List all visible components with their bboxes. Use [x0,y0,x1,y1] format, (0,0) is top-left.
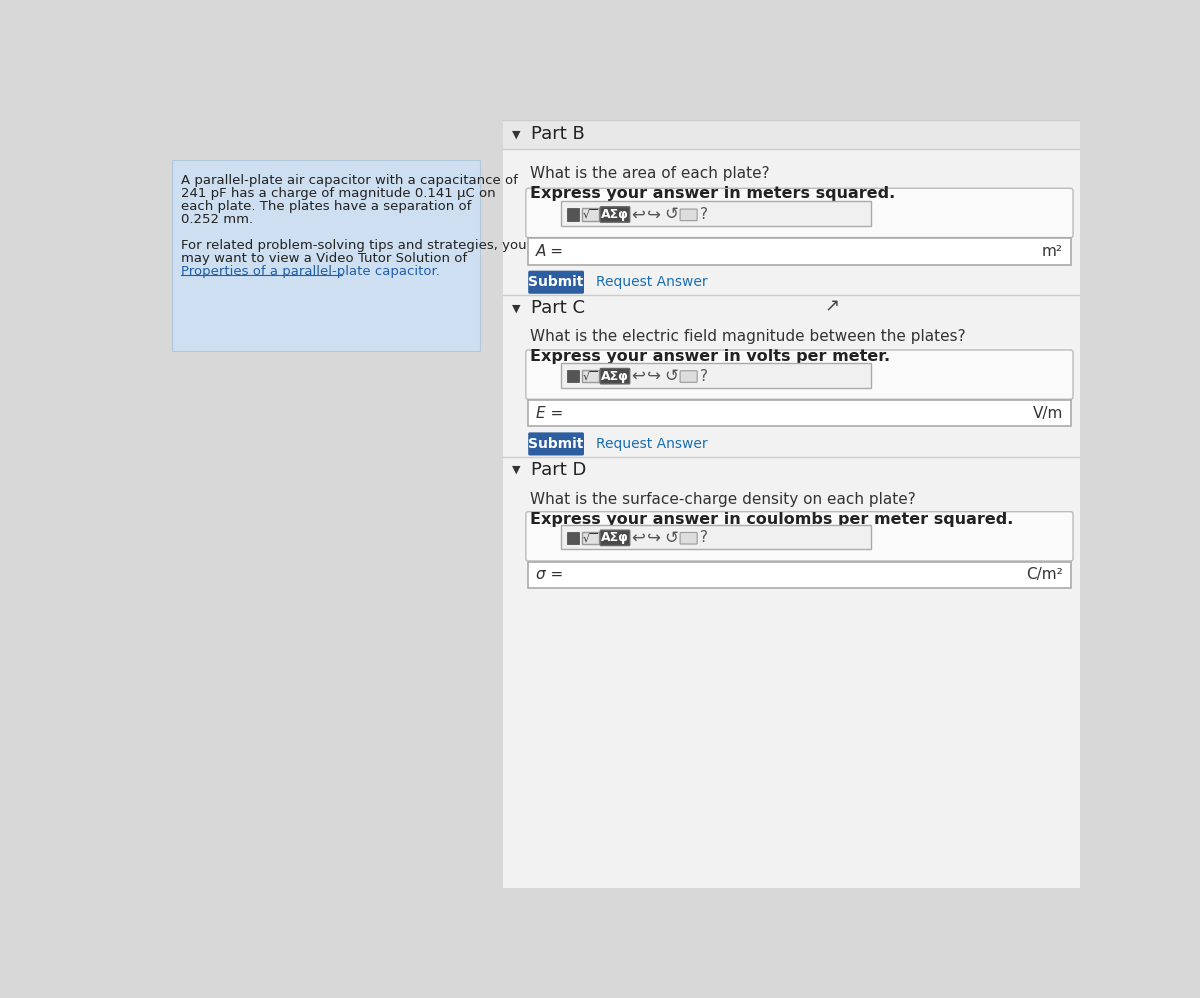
FancyBboxPatch shape [172,160,480,350]
FancyBboxPatch shape [503,120,1080,149]
Text: each plate. The plates have a separation of: each plate. The plates have a separation… [181,200,472,213]
FancyBboxPatch shape [528,432,584,455]
FancyBboxPatch shape [600,530,630,546]
Text: 0.252 mm.: 0.252 mm. [181,213,253,226]
Text: E =: E = [536,405,563,420]
FancyBboxPatch shape [560,363,871,387]
FancyBboxPatch shape [526,189,1073,238]
FancyBboxPatch shape [528,270,584,293]
FancyBboxPatch shape [600,207,630,223]
FancyBboxPatch shape [526,350,1073,399]
Text: ↺: ↺ [664,206,678,224]
Text: Express your answer in meters squared.: Express your answer in meters squared. [529,186,895,201]
Text: ?: ? [700,530,708,545]
FancyBboxPatch shape [680,209,697,221]
Text: Properties of a parallel-plate capacitor.: Properties of a parallel-plate capacitor… [181,265,440,278]
Text: Part C: Part C [532,299,586,317]
Text: AΣφ: AΣφ [601,531,629,544]
Text: ↩: ↩ [631,529,646,547]
Text: Express your answer in coulombs per meter squared.: Express your answer in coulombs per mete… [529,512,1013,527]
FancyBboxPatch shape [566,532,580,544]
Text: ↪: ↪ [647,206,661,224]
Text: What is the electric field magnitude between the plates?: What is the electric field magnitude bet… [529,329,965,344]
Text: AΣφ: AΣφ [601,369,629,382]
FancyBboxPatch shape [560,202,871,226]
Text: $\sqrt{\ }$: $\sqrt{\ }$ [582,531,598,545]
Text: ▼: ▼ [511,465,520,475]
Text: may want to view a Video Tutor Solution of: may want to view a Video Tutor Solution … [181,252,467,265]
Text: What is the area of each plate?: What is the area of each plate? [529,166,769,181]
Text: ↩: ↩ [631,206,646,224]
Text: ↺: ↺ [664,529,678,547]
Text: ↪: ↪ [647,529,661,547]
Text: $\sqrt{\ }$: $\sqrt{\ }$ [582,369,598,383]
Text: ?: ? [700,207,708,222]
FancyBboxPatch shape [528,239,1070,264]
Text: Part B: Part B [532,126,586,144]
FancyBboxPatch shape [582,209,599,221]
FancyBboxPatch shape [600,368,630,384]
FancyBboxPatch shape [680,533,697,544]
FancyBboxPatch shape [680,371,697,382]
FancyBboxPatch shape [566,209,580,221]
FancyBboxPatch shape [566,370,580,382]
Text: Request Answer: Request Answer [595,275,707,289]
Text: $\sqrt{\ }$: $\sqrt{\ }$ [582,208,598,222]
Text: AΣφ: AΣφ [601,208,629,221]
FancyBboxPatch shape [150,120,1080,888]
Text: ▼: ▼ [511,130,520,140]
Text: Part D: Part D [532,461,587,479]
FancyBboxPatch shape [582,532,599,544]
Text: ↪: ↪ [647,367,661,385]
FancyBboxPatch shape [526,512,1073,561]
Text: V/m: V/m [1032,405,1063,420]
Text: ↺: ↺ [664,367,678,385]
Text: ▼: ▼ [511,303,520,313]
Text: ?: ? [700,368,708,383]
Text: Request Answer: Request Answer [595,437,707,451]
Text: σ =: σ = [536,567,563,582]
Text: 241 pF has a charge of magnitude 0.141 μC on: 241 pF has a charge of magnitude 0.141 μ… [181,187,496,200]
FancyBboxPatch shape [560,525,871,550]
FancyBboxPatch shape [582,370,599,382]
Text: What is the surface-charge density on each plate?: What is the surface-charge density on ea… [529,492,916,507]
Text: ↗: ↗ [824,297,840,315]
FancyBboxPatch shape [503,120,1080,888]
Text: Submit: Submit [528,275,583,289]
Text: A =: A = [536,244,564,258]
Text: Submit: Submit [528,437,583,451]
Text: m²: m² [1042,244,1063,258]
Text: C/m²: C/m² [1026,567,1063,582]
Text: For related problem-solving tips and strategies, you: For related problem-solving tips and str… [181,240,527,252]
FancyBboxPatch shape [528,400,1070,426]
FancyBboxPatch shape [528,562,1070,588]
Text: Express your answer in volts per meter.: Express your answer in volts per meter. [529,349,890,364]
Text: ↩: ↩ [631,367,646,385]
Text: A parallel-plate air capacitor with a capacitance of: A parallel-plate air capacitor with a ca… [181,174,518,187]
